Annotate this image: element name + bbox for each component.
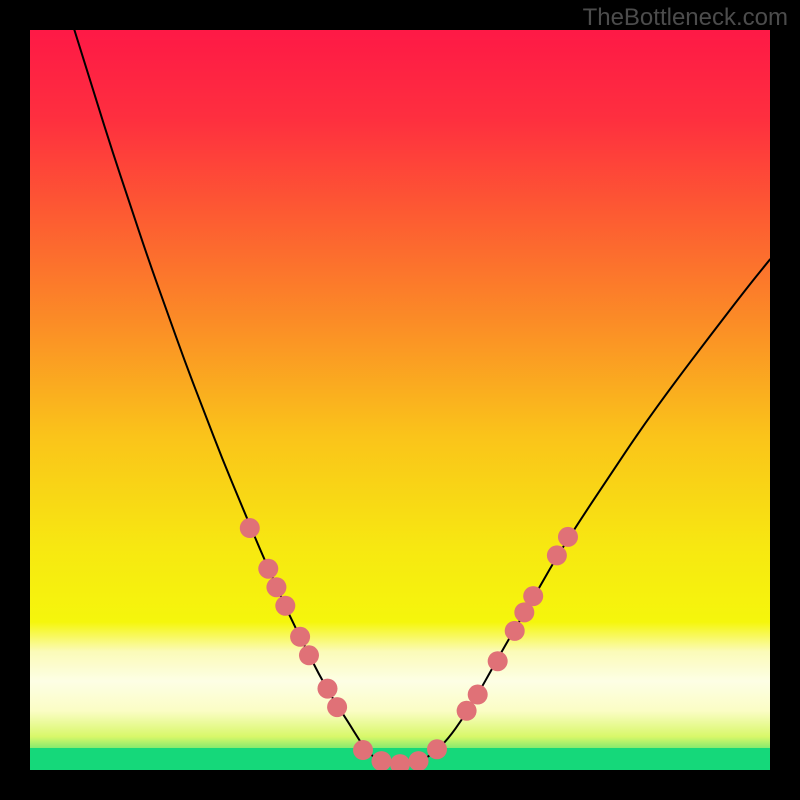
data-dot: [317, 679, 337, 699]
watermark-text: TheBottleneck.com: [583, 4, 788, 32]
data-dot: [266, 577, 286, 597]
data-dot: [258, 559, 278, 579]
chart-frame: TheBottleneck.com: [0, 0, 800, 800]
data-dot: [240, 518, 260, 538]
data-dot: [353, 740, 373, 760]
data-dot: [299, 645, 319, 665]
data-dot: [547, 545, 567, 565]
plot-area: [30, 30, 770, 770]
data-dot: [327, 697, 347, 717]
data-dot: [457, 701, 477, 721]
data-dot: [275, 596, 295, 616]
data-dot: [505, 621, 525, 641]
data-dot: [409, 751, 429, 770]
data-dots: [30, 30, 770, 770]
data-dot: [523, 586, 543, 606]
data-dot: [558, 527, 578, 547]
data-dot: [427, 739, 447, 759]
data-dot: [488, 651, 508, 671]
data-dot: [390, 754, 410, 770]
data-dot: [468, 685, 488, 705]
data-dot: [372, 751, 392, 770]
data-dot: [290, 627, 310, 647]
